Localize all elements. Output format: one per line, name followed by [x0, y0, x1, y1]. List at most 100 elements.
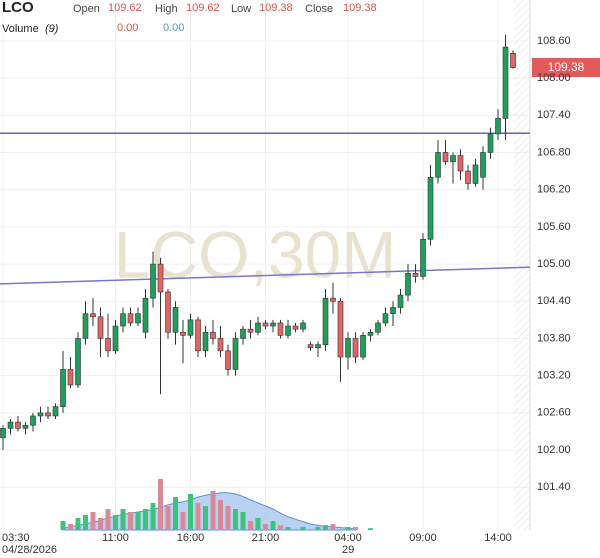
y-tick-label: 106.80: [537, 146, 571, 158]
volume-ma-value: 0.00: [163, 22, 184, 34]
candle-body: [240, 328, 246, 339]
candle-body: [495, 118, 501, 135]
candle-body: [420, 238, 426, 277]
y-tick-label: 108.60: [537, 35, 571, 47]
candle-body: [300, 322, 306, 330]
candle-body: [285, 325, 291, 336]
volume-bar: [248, 521, 253, 530]
volume-bar: [353, 527, 358, 530]
volume-bar: [233, 509, 238, 530]
y-tick-label: 101.40: [537, 481, 571, 493]
candle-body: [187, 319, 194, 336]
y-tick-label: 104.40: [537, 295, 571, 307]
candle-body: [367, 331, 374, 336]
close-value: 109.38: [343, 2, 377, 14]
volume-bar: [240, 512, 246, 530]
volume-bar: [255, 518, 261, 530]
candle-body: [472, 164, 479, 184]
candle-body: [390, 307, 396, 314]
volume-bar: [188, 494, 193, 530]
candle-body: [232, 338, 239, 370]
candle-body: [0, 428, 6, 438]
x-tick-label: 03:30: [2, 532, 30, 544]
volume-bar: [225, 506, 231, 530]
price-tag-label: 109.38: [548, 60, 585, 74]
volume-bar: [143, 509, 148, 530]
volume-bar: [323, 525, 328, 530]
price-tag: [532, 58, 600, 77]
low-value: 109.38: [259, 2, 293, 14]
volume-period: (9): [45, 23, 59, 35]
candle-body: [217, 338, 224, 352]
high-label: High: [155, 3, 178, 15]
open-label: Open: [73, 3, 100, 15]
candle-body: [502, 46, 509, 119]
y-tick-label: 103.20: [537, 370, 571, 382]
candle-body: [45, 412, 51, 417]
candle-body: [112, 325, 119, 352]
open-value: 109.62: [108, 2, 142, 14]
candle-body: [435, 152, 441, 178]
candle-body: [322, 297, 329, 345]
watermark: LCO,30M: [114, 217, 396, 291]
candle-body: [480, 152, 486, 178]
candle-body: [90, 313, 96, 318]
volume-value: 0.00: [117, 22, 138, 34]
candle-body: [75, 338, 81, 386]
candle-body: [397, 294, 404, 308]
candle-body: [352, 338, 359, 358]
volume-bar: [173, 497, 178, 530]
volume-bar: [75, 518, 81, 530]
volume-bar: [270, 521, 276, 530]
candle-body: [150, 263, 156, 299]
candle-body: [510, 53, 516, 68]
y-tick-label: 108.00: [537, 72, 571, 84]
volume-bar: [90, 512, 96, 530]
candle-body: [142, 297, 149, 333]
volume-bar: [218, 500, 223, 530]
volume-bar: [113, 515, 118, 530]
high-value: 109.62: [186, 2, 220, 14]
volume-bar: [150, 503, 156, 530]
candle-body: [22, 424, 29, 429]
candle-body: [360, 335, 366, 358]
candle-body: [247, 328, 254, 333]
candle-body: [330, 297, 336, 302]
volume-bar: [105, 509, 111, 530]
volume-bar: [195, 503, 201, 530]
candle-body: [292, 325, 299, 330]
x-tick-label: 21:00: [252, 532, 280, 544]
symbol: LCO: [2, 0, 34, 16]
volume-bar: [83, 515, 88, 530]
x-tick-label: 16:00: [177, 532, 205, 544]
y-tick-label: 105.00: [537, 258, 571, 270]
x-date-label: 04/28/2026: [2, 544, 57, 556]
volume-bar: [180, 512, 186, 530]
candle-body: [82, 313, 89, 339]
candle-body: [262, 322, 269, 327]
volume-bar: [300, 527, 306, 530]
candle-body: [202, 331, 209, 352]
volume-bar: [345, 527, 351, 530]
candle-body: [127, 313, 134, 324]
volume-bar: [135, 512, 141, 530]
trend-line: [0, 266, 531, 285]
volume-label: Volume: [2, 23, 39, 35]
y-tick-label: 102.00: [537, 444, 571, 456]
x-date-label: 29: [342, 544, 354, 556]
candle-body: [7, 421, 14, 429]
candle-body: [67, 369, 74, 386]
candle-body: [487, 133, 494, 153]
volume-bar: [285, 527, 291, 530]
low-label: Low: [231, 3, 251, 15]
volume-bar: [210, 491, 216, 530]
close-label: Close: [305, 3, 333, 15]
candle-body: [157, 263, 164, 293]
candle-body: [442, 152, 449, 163]
candle-body: [15, 421, 21, 429]
volume-bar: [165, 506, 171, 530]
candle-body: [345, 338, 351, 358]
candle-body: [52, 406, 59, 417]
